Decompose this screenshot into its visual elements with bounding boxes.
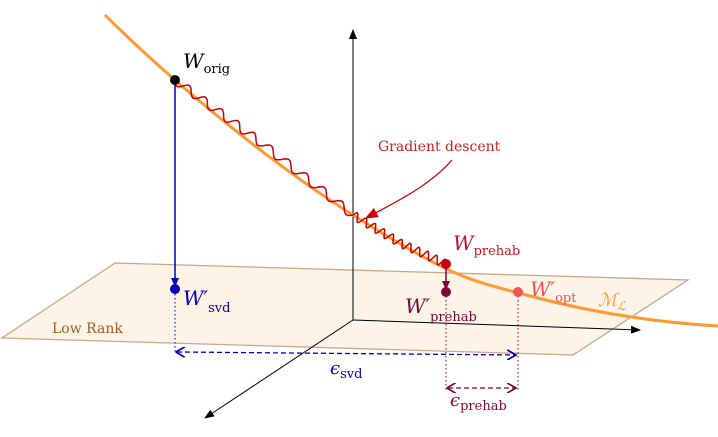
w-orig-point <box>170 75 180 85</box>
x-axis <box>352 319 641 334</box>
w-prehab-prime-label: W′prehab <box>405 294 477 325</box>
gradient-descent-arrow <box>364 159 453 219</box>
eps-svd-arrow <box>177 352 516 355</box>
gradient-descent-path <box>174 79 447 266</box>
y-axis <box>204 319 354 419</box>
w-opt-prime-label: W′opt <box>530 277 577 306</box>
w-svd-point <box>170 284 180 294</box>
svd-arrowhead <box>171 278 179 287</box>
eps-svd-label: ϵsvd <box>330 358 362 382</box>
w-prehab-label: Wprehab <box>453 231 520 259</box>
w-prehab-point <box>441 259 451 269</box>
manifold-label: ℳℒ <box>598 290 626 313</box>
w-prehab-prime-point <box>441 287 451 297</box>
low-rank-label: Low Rank <box>52 321 123 337</box>
w-svd-prime-label: W′svd <box>183 286 230 316</box>
prehab-arrowhead <box>442 281 450 290</box>
gradient-descent-label: Gradient descent <box>378 139 501 155</box>
w-orig-label: Worig <box>183 49 230 77</box>
eps-prehab-label: ϵprehab <box>450 390 507 414</box>
w-opt-point <box>513 287 523 297</box>
